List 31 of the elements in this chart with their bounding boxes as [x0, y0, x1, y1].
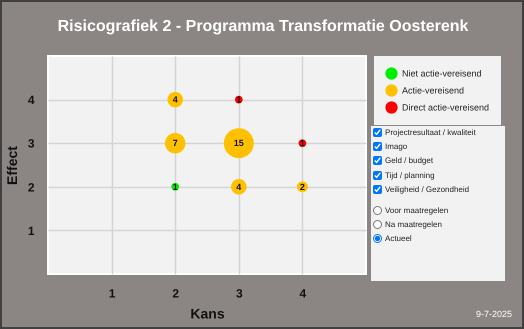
chart-title: Risicografiek 2 - Programma Transformatie Oosterenk	[58, 18, 469, 35]
text: Projectresultaat / kwaliteit	[385, 128, 476, 137]
legend-label: Direct actie-vereisend	[402, 102, 490, 112]
y-tick-label: 3	[28, 136, 35, 151]
annotation: 1	[172, 182, 178, 192]
text: Actueel	[385, 234, 412, 243]
text: Geld / budget	[385, 156, 434, 165]
text: Na maatregelen	[385, 220, 442, 229]
x-axis-title: Kans	[190, 306, 225, 322]
annotation: 2	[300, 182, 305, 192]
x-tick-label: 3	[236, 286, 243, 300]
text: 9-7-2025	[476, 309, 512, 319]
x-tick-label: 1	[108, 286, 116, 300]
x-tick-label: 4	[300, 286, 307, 300]
annotation: 4	[236, 182, 242, 192]
text: Tijd / planning	[385, 171, 435, 180]
x-tick-label: 2	[172, 286, 180, 300]
y-tick-label: 1	[28, 224, 35, 238]
annotation: 4	[172, 94, 178, 105]
legend-label: Actie-vereisend	[402, 86, 464, 96]
y-axis-title: Effect	[4, 146, 20, 185]
annotation: 15	[234, 138, 244, 148]
y-tick-label: 4	[28, 93, 35, 108]
annotation: 1	[236, 94, 242, 105]
text: Voor maatregelen	[385, 206, 448, 215]
legend-label: Niet actie-vereisend	[402, 68, 482, 78]
annotation: 7	[172, 138, 178, 148]
text: Veiligheid / Gezondheid	[385, 185, 470, 194]
annotation: 1	[300, 138, 305, 148]
text: Imago	[385, 142, 408, 151]
y-tick-label: 2	[28, 180, 35, 194]
